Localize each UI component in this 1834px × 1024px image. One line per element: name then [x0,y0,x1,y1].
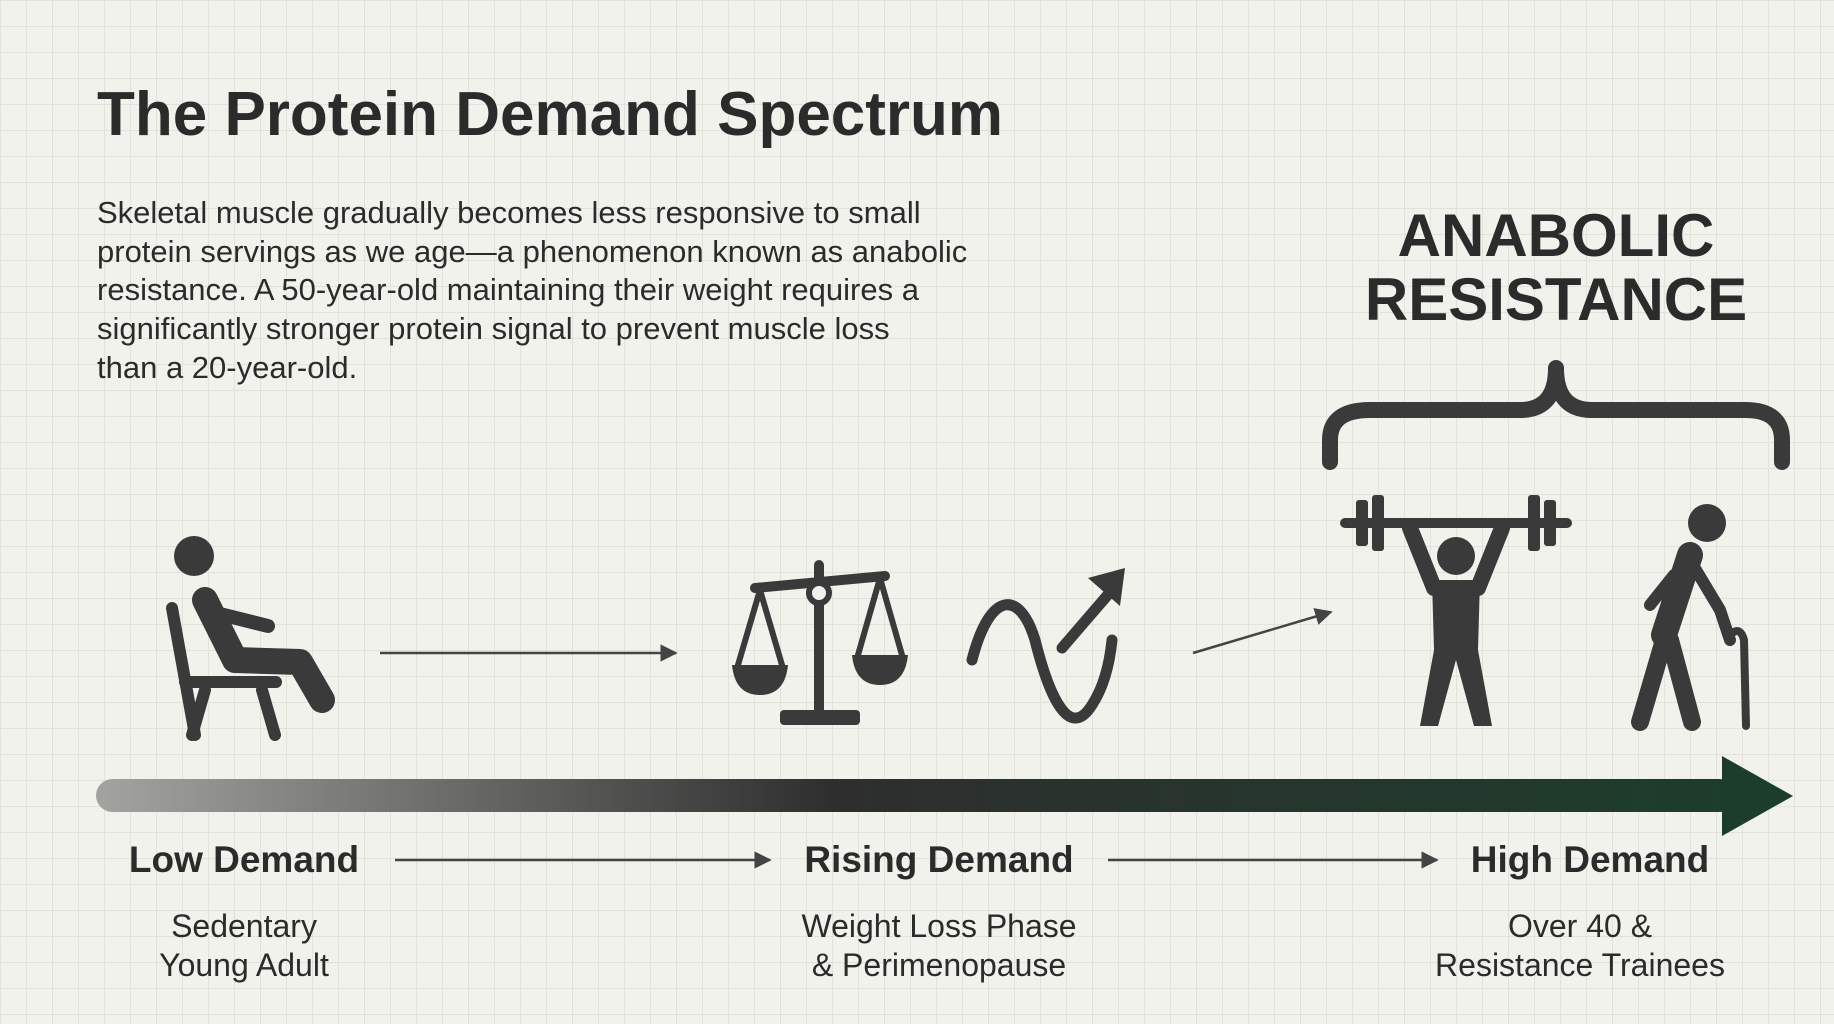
title: The Protein Demand Spectrum [97,80,1003,149]
stages: Low Demand Sedentary Young Adult Rising … [129,839,1725,983]
stage-label: Low Demand [129,839,359,880]
icon-wave [966,568,1125,724]
arrow [1192,608,1333,655]
icon-weightlifter [1340,495,1572,726]
stage-description: Over 40 & [1508,908,1652,944]
stage-description: Weight Loss Phase [801,908,1076,944]
callout-line: RESISTANCE [1365,266,1747,333]
description-line: Skeletal muscle gradually becomes less r… [97,195,921,230]
description: Skeletal muscle gradually becomes less r… [97,195,967,385]
stage-label: High Demand [1471,839,1709,880]
spectrum-arrowhead [1722,756,1793,836]
spectrum-bar [96,779,1736,812]
icon-elderly [1631,504,1750,731]
stage-description: Sedentary [171,908,317,944]
description-line: significantly stronger protein signal to… [97,311,890,346]
description-line: protein servings as we age—a phenomenon … [97,234,967,269]
stage-description: & Perimenopause [812,947,1066,983]
icon-scale [732,560,908,725]
stage-description: Young Adult [159,947,329,983]
brace [1322,360,1790,470]
callout: ANABOLIC RESISTANCE [1365,202,1747,333]
description-line: resistance. A 50-year-old maintaining th… [97,272,920,307]
stage-description: Resistance Trainees [1435,947,1725,983]
callout-line: ANABOLIC [1398,202,1715,269]
description-line: than a 20-year-old. [97,350,357,385]
icon-seated [166,536,335,741]
stage-label: Rising Demand [804,839,1073,880]
